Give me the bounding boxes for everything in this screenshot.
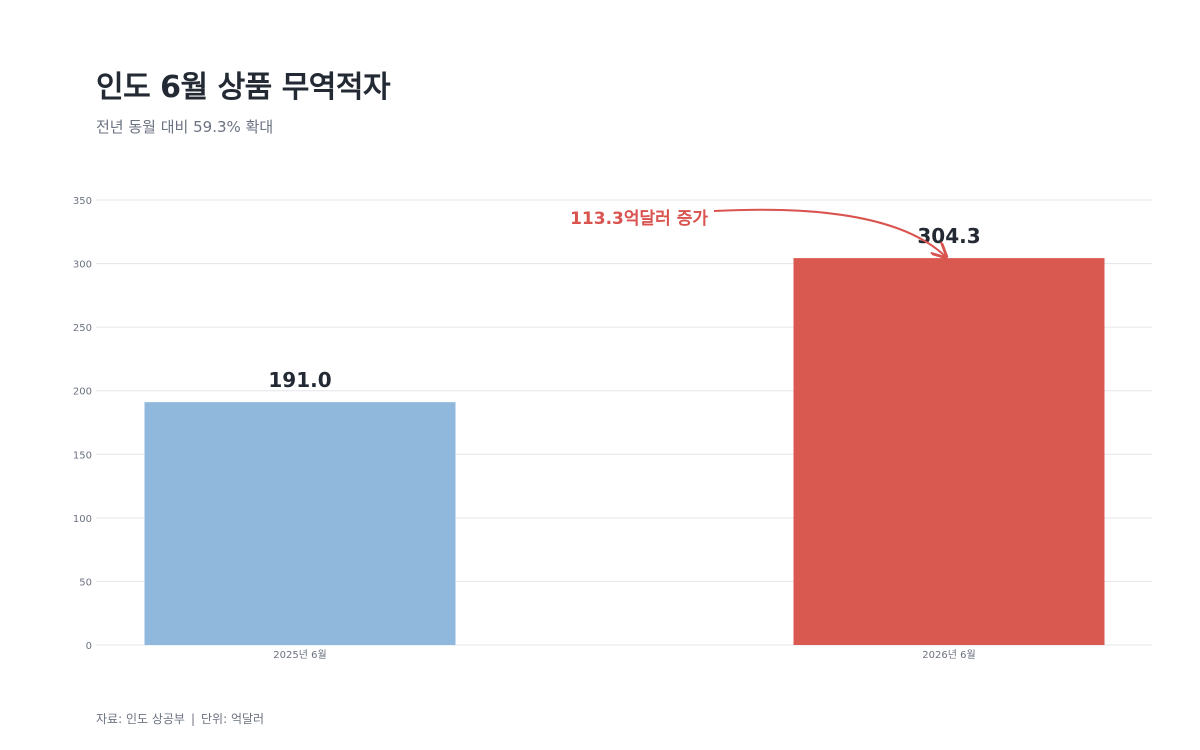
bar-value-label: 191.0	[268, 368, 331, 392]
y-tick-label: 50	[79, 577, 92, 588]
y-tick-label: 200	[73, 387, 92, 398]
y-tick-label: 150	[73, 450, 92, 461]
annotation-arrow	[713, 208, 945, 256]
y-tick-label: 0	[86, 641, 92, 652]
chart-subtitle: 전년 동월 대비 59.3% 확대	[96, 118, 274, 136]
y-tick-label: 300	[73, 260, 92, 271]
source-separator: |	[190, 712, 195, 726]
y-tick-label: 100	[73, 514, 92, 525]
y-tick-label: 350	[73, 196, 92, 207]
y-tick-label: 250	[73, 323, 92, 334]
chart-title: 인도 6월 상품 무역적자	[96, 70, 391, 105]
annotation-text: 113.3억달러 증가	[570, 208, 708, 229]
y-axis-ticks: 0 50 100 150 200 250 300 350	[73, 196, 92, 652]
bar-2025	[144, 402, 456, 645]
x-axis-ticks: 2025년 6월 2026년 6월	[273, 649, 975, 661]
x-tick-label: 2026년 6월	[922, 649, 975, 661]
bar-chart: 0 50 100 150 200 250 300 350 2025년 6월 2026년 6월 1…	[73, 196, 1152, 661]
bar-value-label: 304.3	[917, 224, 980, 248]
bars	[144, 258, 1105, 645]
annotation: 113.3억달러 증가	[570, 208, 945, 256]
source-note: 자료: 인도 상공부 | 단위: 억달러	[96, 710, 264, 727]
bar-2026	[793, 258, 1105, 645]
x-tick-label: 2025년 6월	[273, 649, 326, 661]
unit-label: 단위: 억달러	[201, 712, 265, 726]
source-label: 자료: 인도 상공부	[96, 712, 185, 726]
